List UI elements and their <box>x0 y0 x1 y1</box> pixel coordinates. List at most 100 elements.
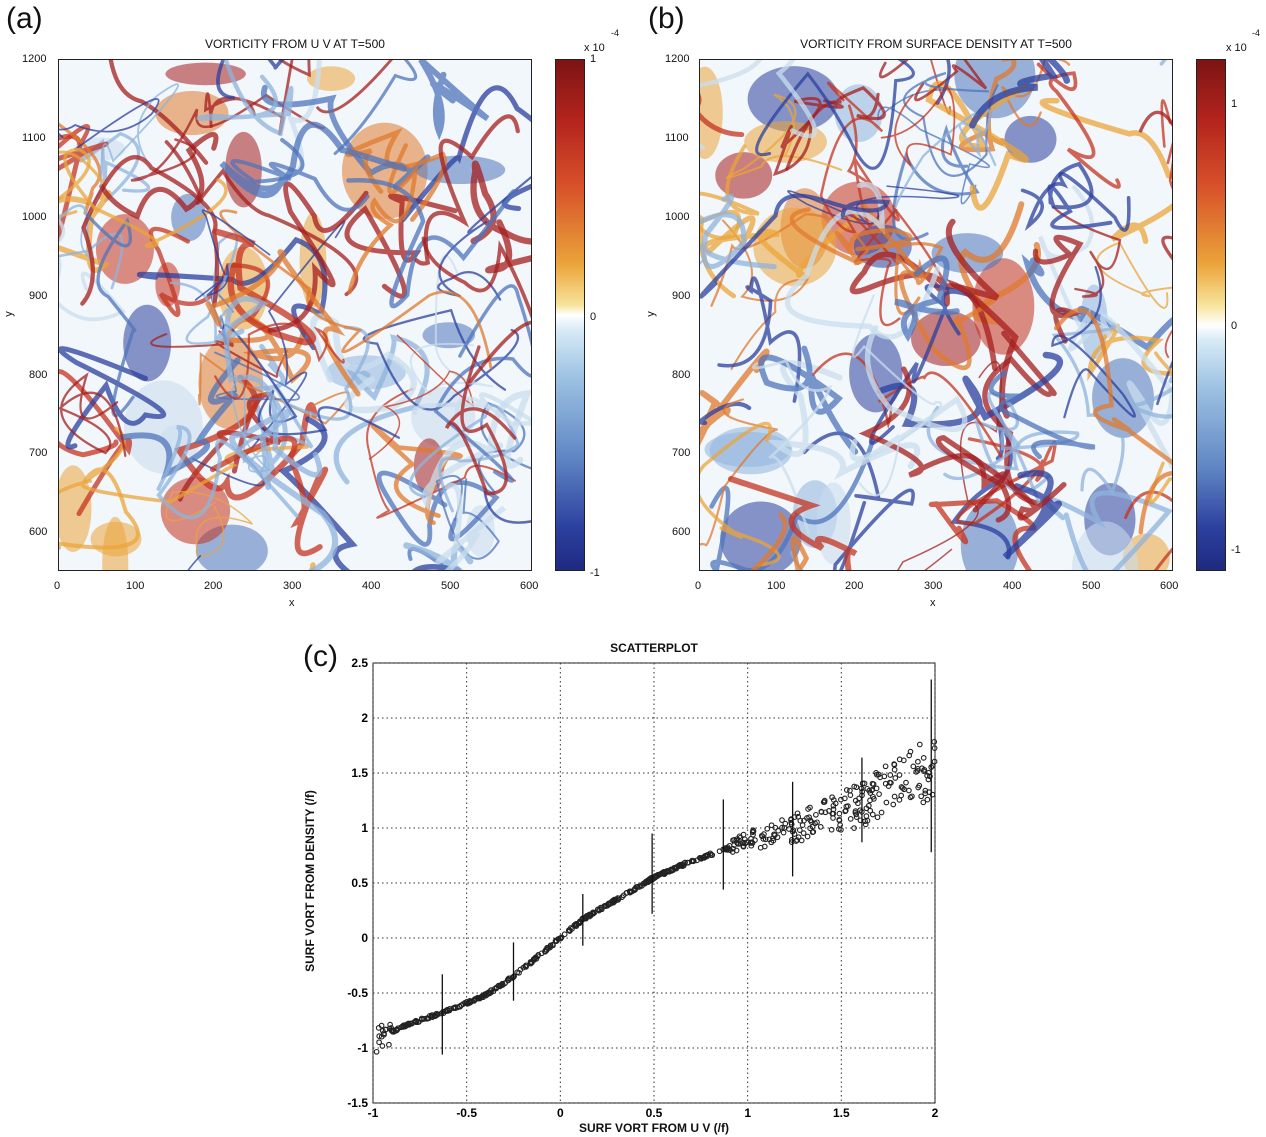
scatter-point <box>899 785 906 791</box>
scatter-point <box>916 782 923 789</box>
vorticity-filament <box>728 476 858 570</box>
scatter-point <box>864 817 871 824</box>
colorbar-tick: -1 <box>1231 544 1241 556</box>
vorticity-filament <box>811 352 1003 458</box>
vorticity-filament <box>212 228 317 346</box>
scatter-point <box>779 824 785 831</box>
vorticity-filament <box>362 308 520 411</box>
scatter-point <box>907 794 914 801</box>
scatter-point <box>493 985 500 992</box>
scatter-point <box>924 772 930 779</box>
scatter-point <box>761 831 767 837</box>
scatter-point <box>882 780 889 787</box>
vorticity-filament <box>267 181 369 333</box>
vorticity-filament <box>700 398 778 547</box>
scatter-point <box>920 768 927 774</box>
vorticity-field-density <box>699 59 1173 571</box>
scatter-point <box>881 773 888 780</box>
scatter-point <box>890 801 897 808</box>
scatter-point <box>627 889 634 896</box>
x-tick-label: -0.5 <box>456 1106 477 1120</box>
vorticity-filament <box>958 201 1041 325</box>
y-tick-label: 2 <box>361 711 368 725</box>
scatter-point <box>730 837 736 844</box>
scatter-point <box>748 839 755 846</box>
y-tick-label: -0.5 <box>347 986 368 1000</box>
vorticity-filament <box>784 181 941 340</box>
vorticity-filament <box>59 98 160 151</box>
x-tick-label: 2 <box>932 1106 939 1120</box>
scatter-point <box>414 1019 421 1026</box>
vorticity-filament <box>278 60 393 114</box>
vorticity-filament <box>1124 490 1172 570</box>
vorticity-filament <box>483 490 531 524</box>
vorticity-filament <box>59 346 167 450</box>
y-tick-label: 1 <box>361 821 368 835</box>
vorticity-filament <box>969 60 1071 129</box>
scatter-point <box>645 878 652 884</box>
scatter-point <box>388 1025 395 1031</box>
scatter-point <box>830 802 837 809</box>
scatter-point <box>557 935 564 941</box>
y-tick: 700 <box>672 447 691 459</box>
scatter-point <box>859 780 866 787</box>
scatter-point <box>853 811 860 818</box>
colorbar-exponent: x 10 <box>1226 42 1247 54</box>
vorticity-filament <box>444 345 517 496</box>
vorticity-filament <box>174 374 318 501</box>
y-tick-label: 1.5 <box>351 766 368 780</box>
scatter-point <box>847 787 853 794</box>
scatter-point <box>761 843 768 850</box>
scatter-point <box>611 898 618 905</box>
scatter-point <box>771 831 777 838</box>
vorticity-filament <box>928 498 1037 570</box>
y-tick: 800 <box>29 369 48 381</box>
scatter-point <box>724 845 731 852</box>
y-axis-label: y <box>2 311 15 317</box>
scatter-point <box>561 931 568 938</box>
scatter-plot: -1 -0.5 0 0.5 1 1.5 22.521.510.50-0.5-1-1.5 <box>347 656 939 1120</box>
scatter-point <box>583 915 589 922</box>
colorbar-power: -4 <box>611 28 620 38</box>
scatter-point <box>749 829 756 836</box>
vorticity-filament <box>346 178 516 309</box>
scatter-point <box>813 811 819 818</box>
vorticity-filament <box>956 437 1057 526</box>
y-tick: 900 <box>29 290 48 302</box>
scatter-point <box>906 752 913 759</box>
scatter-point <box>668 868 675 874</box>
eddy-blob <box>700 66 723 160</box>
scatter-point <box>801 817 807 824</box>
scatter-point <box>451 1005 457 1011</box>
vorticity-filament <box>878 60 988 102</box>
panel-letter-c: (c) <box>303 640 338 673</box>
vorticity-filament <box>435 474 500 560</box>
scatter-point <box>847 816 854 822</box>
vorticity-filament <box>1052 205 1122 298</box>
scatter-point <box>903 779 909 786</box>
scatter-point <box>843 803 850 810</box>
vorticity-filament <box>414 114 520 266</box>
scatter-point <box>700 854 707 861</box>
vorticity-filament <box>433 284 531 483</box>
scatter-point <box>896 797 903 803</box>
vorticity-filament <box>196 60 294 137</box>
scatter-point <box>838 796 844 803</box>
eddy-blob <box>155 90 229 136</box>
scatter-point <box>768 839 775 846</box>
x-tick: 500 <box>441 580 460 592</box>
scatter-point <box>920 755 927 761</box>
y-tick-label: 0.5 <box>351 876 368 890</box>
vorticity-filament <box>219 121 407 199</box>
vorticity-filament <box>221 324 401 439</box>
vorticity-filament <box>725 93 843 179</box>
vorticity-filament <box>275 60 322 176</box>
scatter-point <box>748 835 754 842</box>
scatter-point <box>924 796 931 803</box>
vorticity-filament <box>1020 171 1131 232</box>
scatter-point <box>795 813 802 820</box>
y-tick: 1000 <box>22 211 47 223</box>
vorticity-filament <box>99 131 219 220</box>
scatter-point <box>516 969 522 976</box>
vorticity-filament <box>852 294 943 497</box>
